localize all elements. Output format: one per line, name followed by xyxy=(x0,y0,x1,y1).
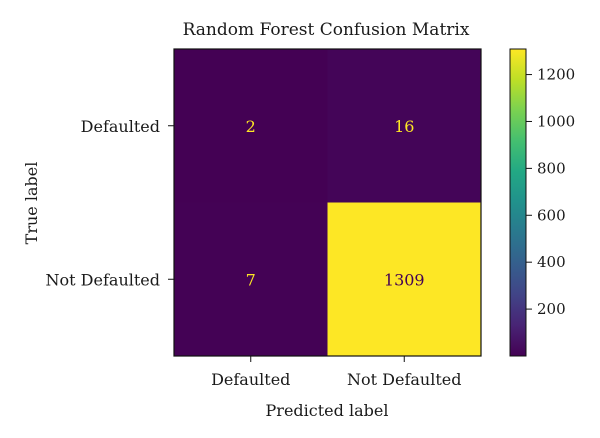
y-axis-ticks: Defaulted Not Defaulted xyxy=(46,117,174,289)
cell-value-label: 16 xyxy=(394,117,414,136)
y-tick-label: Defaulted xyxy=(81,117,160,136)
colorbar-tick-label: 200 xyxy=(537,300,566,318)
matrix-cells: 2 16 7 1309 xyxy=(174,49,481,356)
matrix-cell xyxy=(327,49,481,203)
x-axis-ticks: Defaulted Not Defaulted xyxy=(211,356,461,389)
y-axis-label: True label xyxy=(22,162,41,245)
y-tick-label: Not Defaulted xyxy=(46,270,160,289)
colorbar-tick-label: 600 xyxy=(537,206,566,224)
colorbar xyxy=(509,48,527,357)
x-tick-label: Defaulted xyxy=(211,370,290,389)
x-tick-label: Not Defaulted xyxy=(347,370,461,389)
plot-frame xyxy=(173,48,482,357)
colorbar-ticks: 200 400 600 800 1000 1200 xyxy=(526,66,575,318)
cell-value-label: 2 xyxy=(246,117,256,136)
chart-title: Random Forest Confusion Matrix xyxy=(183,20,470,40)
cell-value-label: 1309 xyxy=(384,270,425,289)
colorbar-tick-label: 400 xyxy=(537,253,566,271)
colorbar-tick-label: 1200 xyxy=(537,66,575,84)
cell-value-label: 7 xyxy=(246,270,256,289)
matrix-cell xyxy=(174,49,328,203)
x-axis-label: Predicted label xyxy=(266,401,389,420)
matrix-cell xyxy=(174,202,328,356)
colorbar-tick-label: 1000 xyxy=(537,112,575,130)
matrix-cell xyxy=(327,202,481,356)
colorbar-tick-label: 800 xyxy=(537,159,566,177)
